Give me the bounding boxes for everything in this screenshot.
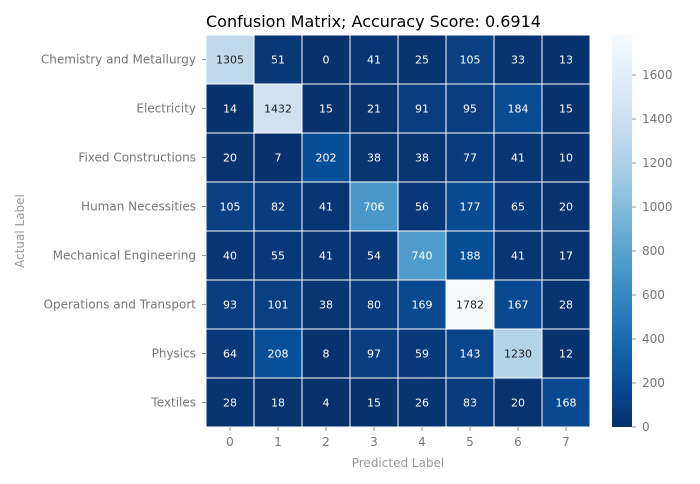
cell-value-label: 202 — [316, 152, 337, 165]
colorbar-tick-label: 800 — [642, 244, 665, 258]
cell-value-label: 65 — [511, 201, 525, 214]
cell-value-label: 28 — [223, 397, 237, 410]
cell-value-label: 1305 — [216, 54, 244, 67]
x-axis-title: Predicted Label — [352, 456, 445, 470]
x-tick-label: 7 — [562, 435, 570, 449]
cell-value-label: 7 — [275, 152, 282, 165]
cell-value-label: 41 — [319, 201, 333, 214]
cell-value-label: 56 — [415, 201, 429, 214]
cell-value-label: 51 — [271, 54, 285, 67]
cell-value-label: 77 — [463, 152, 477, 165]
cell-value-label: 55 — [271, 250, 285, 263]
chart-title: Confusion Matrix; Accuracy Score: 0.6914 — [206, 12, 541, 31]
cell-value-label: 21 — [367, 103, 381, 116]
cell-value-label: 20 — [223, 152, 237, 165]
cell-value-label: 18 — [271, 397, 285, 410]
colorbar-tick-label: 200 — [642, 376, 665, 390]
cell-value-label: 41 — [319, 250, 333, 263]
colorbar-ticks: 0 200 400 600 800 1000 1200 1400 1600 — [632, 68, 673, 434]
cell-value-label: 17 — [559, 250, 573, 263]
cell-value-label: 80 — [367, 299, 381, 312]
cell-value-label: 14 — [223, 103, 237, 116]
x-tick-label: 2 — [322, 435, 330, 449]
colorbar-tick-label: 400 — [642, 332, 665, 346]
cell-value-label: 41 — [511, 152, 525, 165]
cell-value-label: 41 — [367, 54, 381, 67]
colorbar-tick-label: 1200 — [642, 156, 673, 170]
x-tick-label: 0 — [226, 435, 234, 449]
cell-value-label: 169 — [412, 299, 433, 312]
cell-value-label: 82 — [271, 201, 285, 214]
x-tick-label: 5 — [466, 435, 474, 449]
x-tick-label: 3 — [370, 435, 378, 449]
cell-value-label: 41 — [511, 250, 525, 263]
y-tick-label: Textiles — [150, 396, 196, 410]
cell-value-label: 13 — [559, 54, 573, 67]
cell-value-label: 20 — [511, 397, 525, 410]
cell-value-label: 12 — [559, 348, 573, 361]
cell-value-label: 33 — [511, 54, 525, 67]
cell-value-label: 83 — [463, 397, 477, 410]
cell-value-label: 740 — [412, 250, 433, 263]
colorbar-tick-label: 1000 — [642, 200, 673, 214]
cell-value-label: 177 — [460, 201, 481, 214]
cell-value-label: 208 — [268, 348, 289, 361]
y-tick-label: Fixed Constructions — [78, 151, 196, 165]
y-tick-label: Mechanical Engineering — [53, 249, 196, 263]
cell-value-label: 0 — [323, 54, 330, 67]
cell-value-label: 1432 — [264, 103, 292, 116]
y-tick-labels: Chemistry and Metallurgy Electricity Fixed… — [41, 53, 206, 410]
cell-value-label: 8 — [323, 348, 330, 361]
cell-value-label: 105 — [220, 201, 241, 214]
cell-value-label: 38 — [367, 152, 381, 165]
y-tick-label: Chemistry and Metallurgy — [41, 53, 196, 67]
y-tick-label: Electricity — [136, 102, 196, 116]
cell-value-label: 97 — [367, 348, 381, 361]
y-tick-label: Human Necessities — [81, 200, 196, 214]
colorbar-tick-label: 0 — [642, 420, 650, 434]
colorbar-tick-label: 1400 — [642, 112, 673, 126]
cell-value-label: 167 — [508, 299, 529, 312]
cell-value-label: 1230 — [504, 348, 532, 361]
cell-value-label: 15 — [319, 103, 333, 116]
cell-value-label: 15 — [367, 397, 381, 410]
cell-value-label: 143 — [460, 348, 481, 361]
x-tick-label: 1 — [274, 435, 282, 449]
cell-value-label: 40 — [223, 250, 237, 263]
cell-value-label: 93 — [223, 299, 237, 312]
colorbar-tick-label: 600 — [642, 288, 665, 302]
cell-value-label: 188 — [460, 250, 481, 263]
cell-value-label: 64 — [223, 348, 237, 361]
cell-value-label: 54 — [367, 250, 381, 263]
y-tick-label: Operations and Transport — [44, 298, 197, 312]
cell-value-label: 1782 — [456, 299, 484, 312]
cell-value-label: 91 — [415, 103, 429, 116]
x-tick-labels: 0 1 2 3 4 5 6 7 — [226, 427, 570, 449]
colorbar — [612, 35, 632, 427]
cell-value-label: 4 — [323, 397, 330, 410]
cell-value-label: 706 — [364, 201, 385, 214]
cell-value-label: 38 — [415, 152, 429, 165]
cell-value-label: 168 — [556, 397, 577, 410]
cell-value-label: 28 — [559, 299, 573, 312]
x-tick-label: 4 — [418, 435, 426, 449]
cell-value-label: 20 — [559, 201, 573, 214]
heatmap-cells: 1305510412510533131414321521919518415207… — [206, 35, 590, 427]
cell-value-label: 95 — [463, 103, 477, 116]
cell-value-label: 105 — [460, 54, 481, 67]
cell-value-label: 26 — [415, 397, 429, 410]
y-axis-title: Actual Label — [13, 194, 27, 268]
x-tick-label: 6 — [514, 435, 522, 449]
cell-value-label: 38 — [319, 299, 333, 312]
y-tick-label: Physics — [152, 347, 196, 361]
cell-value-label: 15 — [559, 103, 573, 116]
cell-value-label: 25 — [415, 54, 429, 67]
cell-value-label: 10 — [559, 152, 573, 165]
cell-value-label: 59 — [415, 348, 429, 361]
colorbar-tick-label: 1600 — [642, 68, 673, 82]
cell-value-label: 101 — [268, 299, 289, 312]
cell-value-label: 184 — [508, 103, 529, 116]
